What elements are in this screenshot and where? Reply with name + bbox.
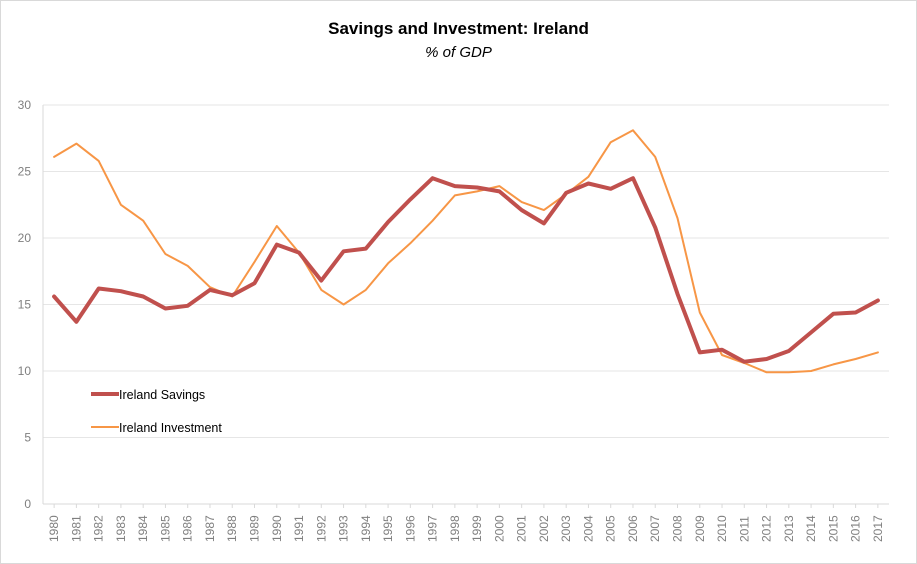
x-tick-label: 1993 <box>337 515 351 542</box>
x-tick-label: 1994 <box>359 515 373 542</box>
x-tick-label: 1995 <box>381 515 395 542</box>
y-tick-label: 10 <box>18 364 32 378</box>
x-tick-label: 1999 <box>470 515 484 542</box>
x-tick-label: 1984 <box>136 515 150 542</box>
chart-subtitle: % of GDP <box>425 44 492 61</box>
x-tick-label: 1989 <box>248 515 262 542</box>
x-tick-label: 2005 <box>604 515 618 542</box>
series-line-ireland-investment <box>53 129 879 374</box>
x-tick-label: 2009 <box>693 515 707 542</box>
x-tick-label: 1981 <box>69 515 83 542</box>
x-tick-label: 1983 <box>114 515 128 542</box>
x-tick-label: 1998 <box>448 515 462 542</box>
x-tick-label: 2006 <box>626 515 640 542</box>
y-tick-label: 5 <box>24 431 31 445</box>
x-tick-label: 1997 <box>426 515 440 542</box>
legend: Ireland Savings Ireland Investment <box>91 388 222 435</box>
x-tick-label: 1991 <box>292 515 306 542</box>
axes <box>42 105 889 505</box>
y-tick-labels: 0 5 10 15 20 25 30 <box>18 98 32 511</box>
x-tick-label: 1982 <box>92 515 106 542</box>
x-tick-label: 2014 <box>804 515 818 542</box>
y-tick-label: 15 <box>18 298 32 312</box>
x-tick-label: 2004 <box>581 515 595 542</box>
y-tick-label: 30 <box>18 98 32 112</box>
chart-title: Savings and Investment: Ireland <box>328 19 589 38</box>
series-line-ireland-savings <box>52 176 880 364</box>
x-tick-label: 1990 <box>270 515 284 542</box>
x-tick-label: 2017 <box>871 515 885 542</box>
x-tick-label: 1987 <box>203 515 217 542</box>
x-tick-label: 2016 <box>849 515 863 542</box>
x-tick-label: 2007 <box>648 515 662 542</box>
y-tick-label: 25 <box>18 165 32 179</box>
x-tick-label: 2002 <box>537 515 551 542</box>
x-tick-label: 1996 <box>403 515 417 542</box>
x-tick-label: 2010 <box>715 515 729 542</box>
x-tick-label: 1980 <box>47 515 61 542</box>
x-tick-label: 1992 <box>314 515 328 542</box>
x-tick-label: 2015 <box>826 515 840 542</box>
series-lines <box>52 129 880 374</box>
x-tick-label: 1986 <box>181 515 195 542</box>
y-tick-label: 0 <box>24 497 31 511</box>
y-tick-label: 20 <box>18 231 32 245</box>
x-tick-label: 2013 <box>782 515 796 542</box>
x-tick-label: 2012 <box>760 515 774 542</box>
legend-label-investment: Ireland Investment <box>119 421 222 435</box>
x-tick-label: 2000 <box>492 515 506 542</box>
x-tick-label: 2001 <box>515 515 529 542</box>
x-tick-label: 2011 <box>737 516 751 542</box>
legend-label-savings: Ireland Savings <box>119 388 205 402</box>
x-tick-labels: 1980 1981 1982 1983 1984 1985 1986 1987 1988 1989… <box>47 504 885 542</box>
x-tick-label: 2008 <box>671 515 685 542</box>
x-tick-label: 1988 <box>225 515 239 542</box>
x-tick-label: 1985 <box>158 515 172 542</box>
x-tick-label: 2003 <box>559 515 573 542</box>
